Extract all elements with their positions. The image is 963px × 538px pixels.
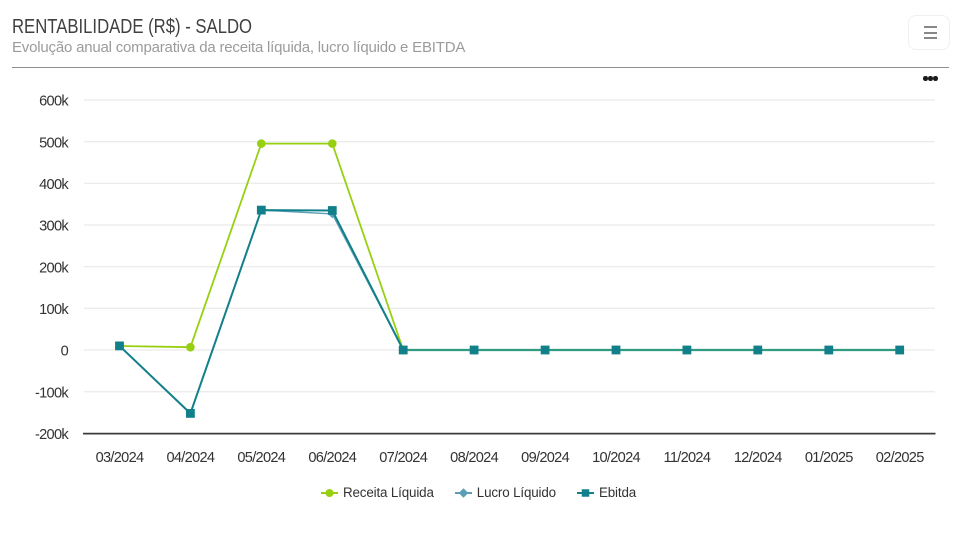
- svg-text:0: 0: [61, 344, 69, 360]
- svg-text:02/2025: 02/2025: [876, 450, 924, 466]
- svg-text:11/2024: 11/2024: [664, 450, 711, 466]
- svg-text:01/2025: 01/2025: [805, 450, 853, 466]
- svg-text:03/2024: 03/2024: [96, 450, 144, 466]
- svg-text:06/2024: 06/2024: [308, 450, 356, 466]
- svg-text:05/2024: 05/2024: [237, 450, 285, 466]
- svg-text:400k: 400k: [39, 177, 69, 193]
- svg-text:12/2024: 12/2024: [734, 450, 782, 466]
- svg-text:300k: 300k: [39, 219, 69, 235]
- svg-text:-200k: -200k: [35, 427, 69, 443]
- svg-text:200k: 200k: [39, 260, 69, 276]
- svg-text:08/2024: 08/2024: [450, 450, 498, 466]
- svg-text:500k: 500k: [39, 135, 69, 151]
- svg-text:04/2024: 04/2024: [166, 450, 214, 466]
- svg-text:600k: 600k: [39, 94, 69, 110]
- svg-text:09/2024: 09/2024: [521, 450, 569, 466]
- svg-text:10/2024: 10/2024: [592, 450, 640, 466]
- svg-text:07/2024: 07/2024: [379, 450, 427, 466]
- svg-text:-100k: -100k: [35, 385, 69, 401]
- svg-text:100k: 100k: [39, 302, 69, 318]
